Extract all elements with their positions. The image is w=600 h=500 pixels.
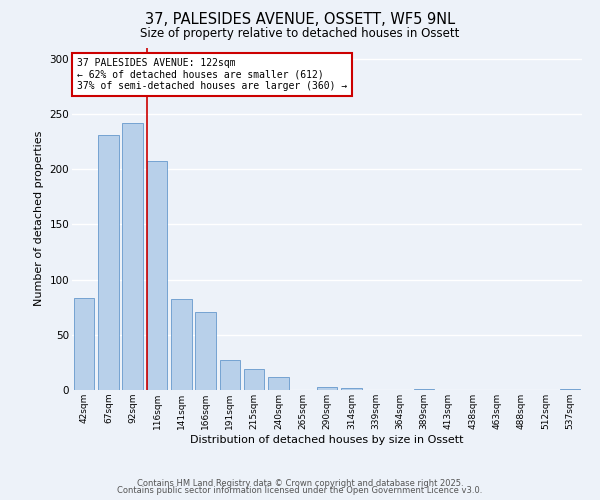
- X-axis label: Distribution of detached houses by size in Ossett: Distribution of detached houses by size …: [190, 434, 464, 444]
- Bar: [171, 300, 191, 390]
- Bar: [414, 389, 434, 390]
- Text: Contains public sector information licensed under the Open Government Licence v3: Contains public sector information licen…: [118, 486, 482, 495]
- Bar: [220, 360, 240, 390]
- Bar: [122, 122, 143, 390]
- Bar: [268, 376, 289, 390]
- Bar: [98, 135, 119, 390]
- Bar: [317, 386, 337, 390]
- Bar: [244, 369, 265, 390]
- Text: 37 PALESIDES AVENUE: 122sqm
← 62% of detached houses are smaller (612)
37% of se: 37 PALESIDES AVENUE: 122sqm ← 62% of det…: [77, 58, 347, 91]
- Bar: [74, 298, 94, 390]
- Bar: [195, 312, 216, 390]
- Y-axis label: Number of detached properties: Number of detached properties: [34, 131, 44, 306]
- Text: Contains HM Land Registry data © Crown copyright and database right 2025.: Contains HM Land Registry data © Crown c…: [137, 478, 463, 488]
- Text: 37, PALESIDES AVENUE, OSSETT, WF5 9NL: 37, PALESIDES AVENUE, OSSETT, WF5 9NL: [145, 12, 455, 28]
- Bar: [560, 389, 580, 390]
- Bar: [341, 388, 362, 390]
- Bar: [146, 162, 167, 390]
- Text: Size of property relative to detached houses in Ossett: Size of property relative to detached ho…: [140, 28, 460, 40]
